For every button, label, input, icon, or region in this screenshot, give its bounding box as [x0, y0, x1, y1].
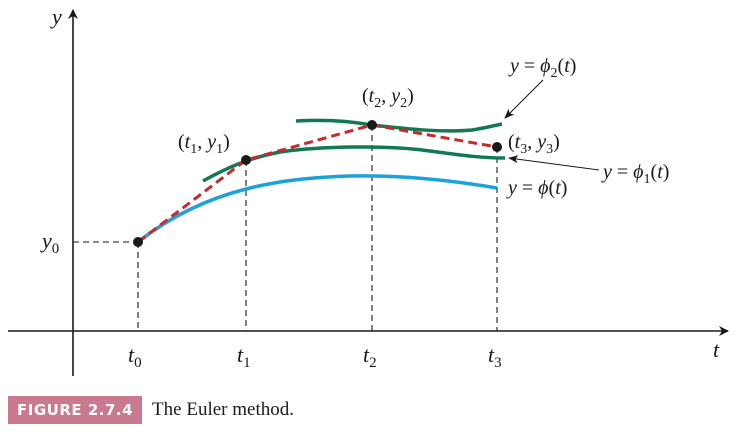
- phi2-curve: [295, 118, 503, 133]
- tick-label-t1: t1: [237, 342, 251, 371]
- euler-polygon: [137, 123, 498, 244]
- exact-solution-curve: [136, 174, 498, 244]
- tick-label-t3: t3: [488, 342, 502, 371]
- figure-caption-text: The Euler method.: [152, 399, 294, 420]
- point-t2-y2: [367, 120, 377, 130]
- point-t3-y3: [492, 142, 502, 152]
- figure-number-badge: FIGURE 2.7.4: [8, 396, 143, 424]
- label-phi2-curve: y = ϕ2(t): [508, 55, 576, 81]
- guide-lines: [73, 125, 498, 331]
- label-phi1-curve: y = ϕ1(t): [601, 161, 669, 187]
- x-axis-label: t: [713, 337, 720, 362]
- point-label-t3-y3: (t3, y3): [508, 131, 560, 157]
- point-t0-y0: [133, 237, 143, 247]
- point-t1-y1: [241, 155, 251, 165]
- tick-label-t2: t2: [363, 342, 377, 371]
- tick-label-y0: y0: [40, 228, 59, 257]
- pointer-phi2: [504, 79, 544, 119]
- point-label-t1-y1: (t1, y1): [178, 131, 230, 157]
- point-label-t2-y2: (t2, y2): [362, 85, 414, 111]
- y-axis-label: y: [50, 4, 62, 29]
- pointer-phi1: [508, 155, 600, 171]
- label-exact-curve: y = ϕ(t): [506, 177, 567, 199]
- figure-caption: FIGURE 2.7.4 The Euler method.: [8, 396, 294, 424]
- tick-label-t0: t0: [128, 342, 142, 371]
